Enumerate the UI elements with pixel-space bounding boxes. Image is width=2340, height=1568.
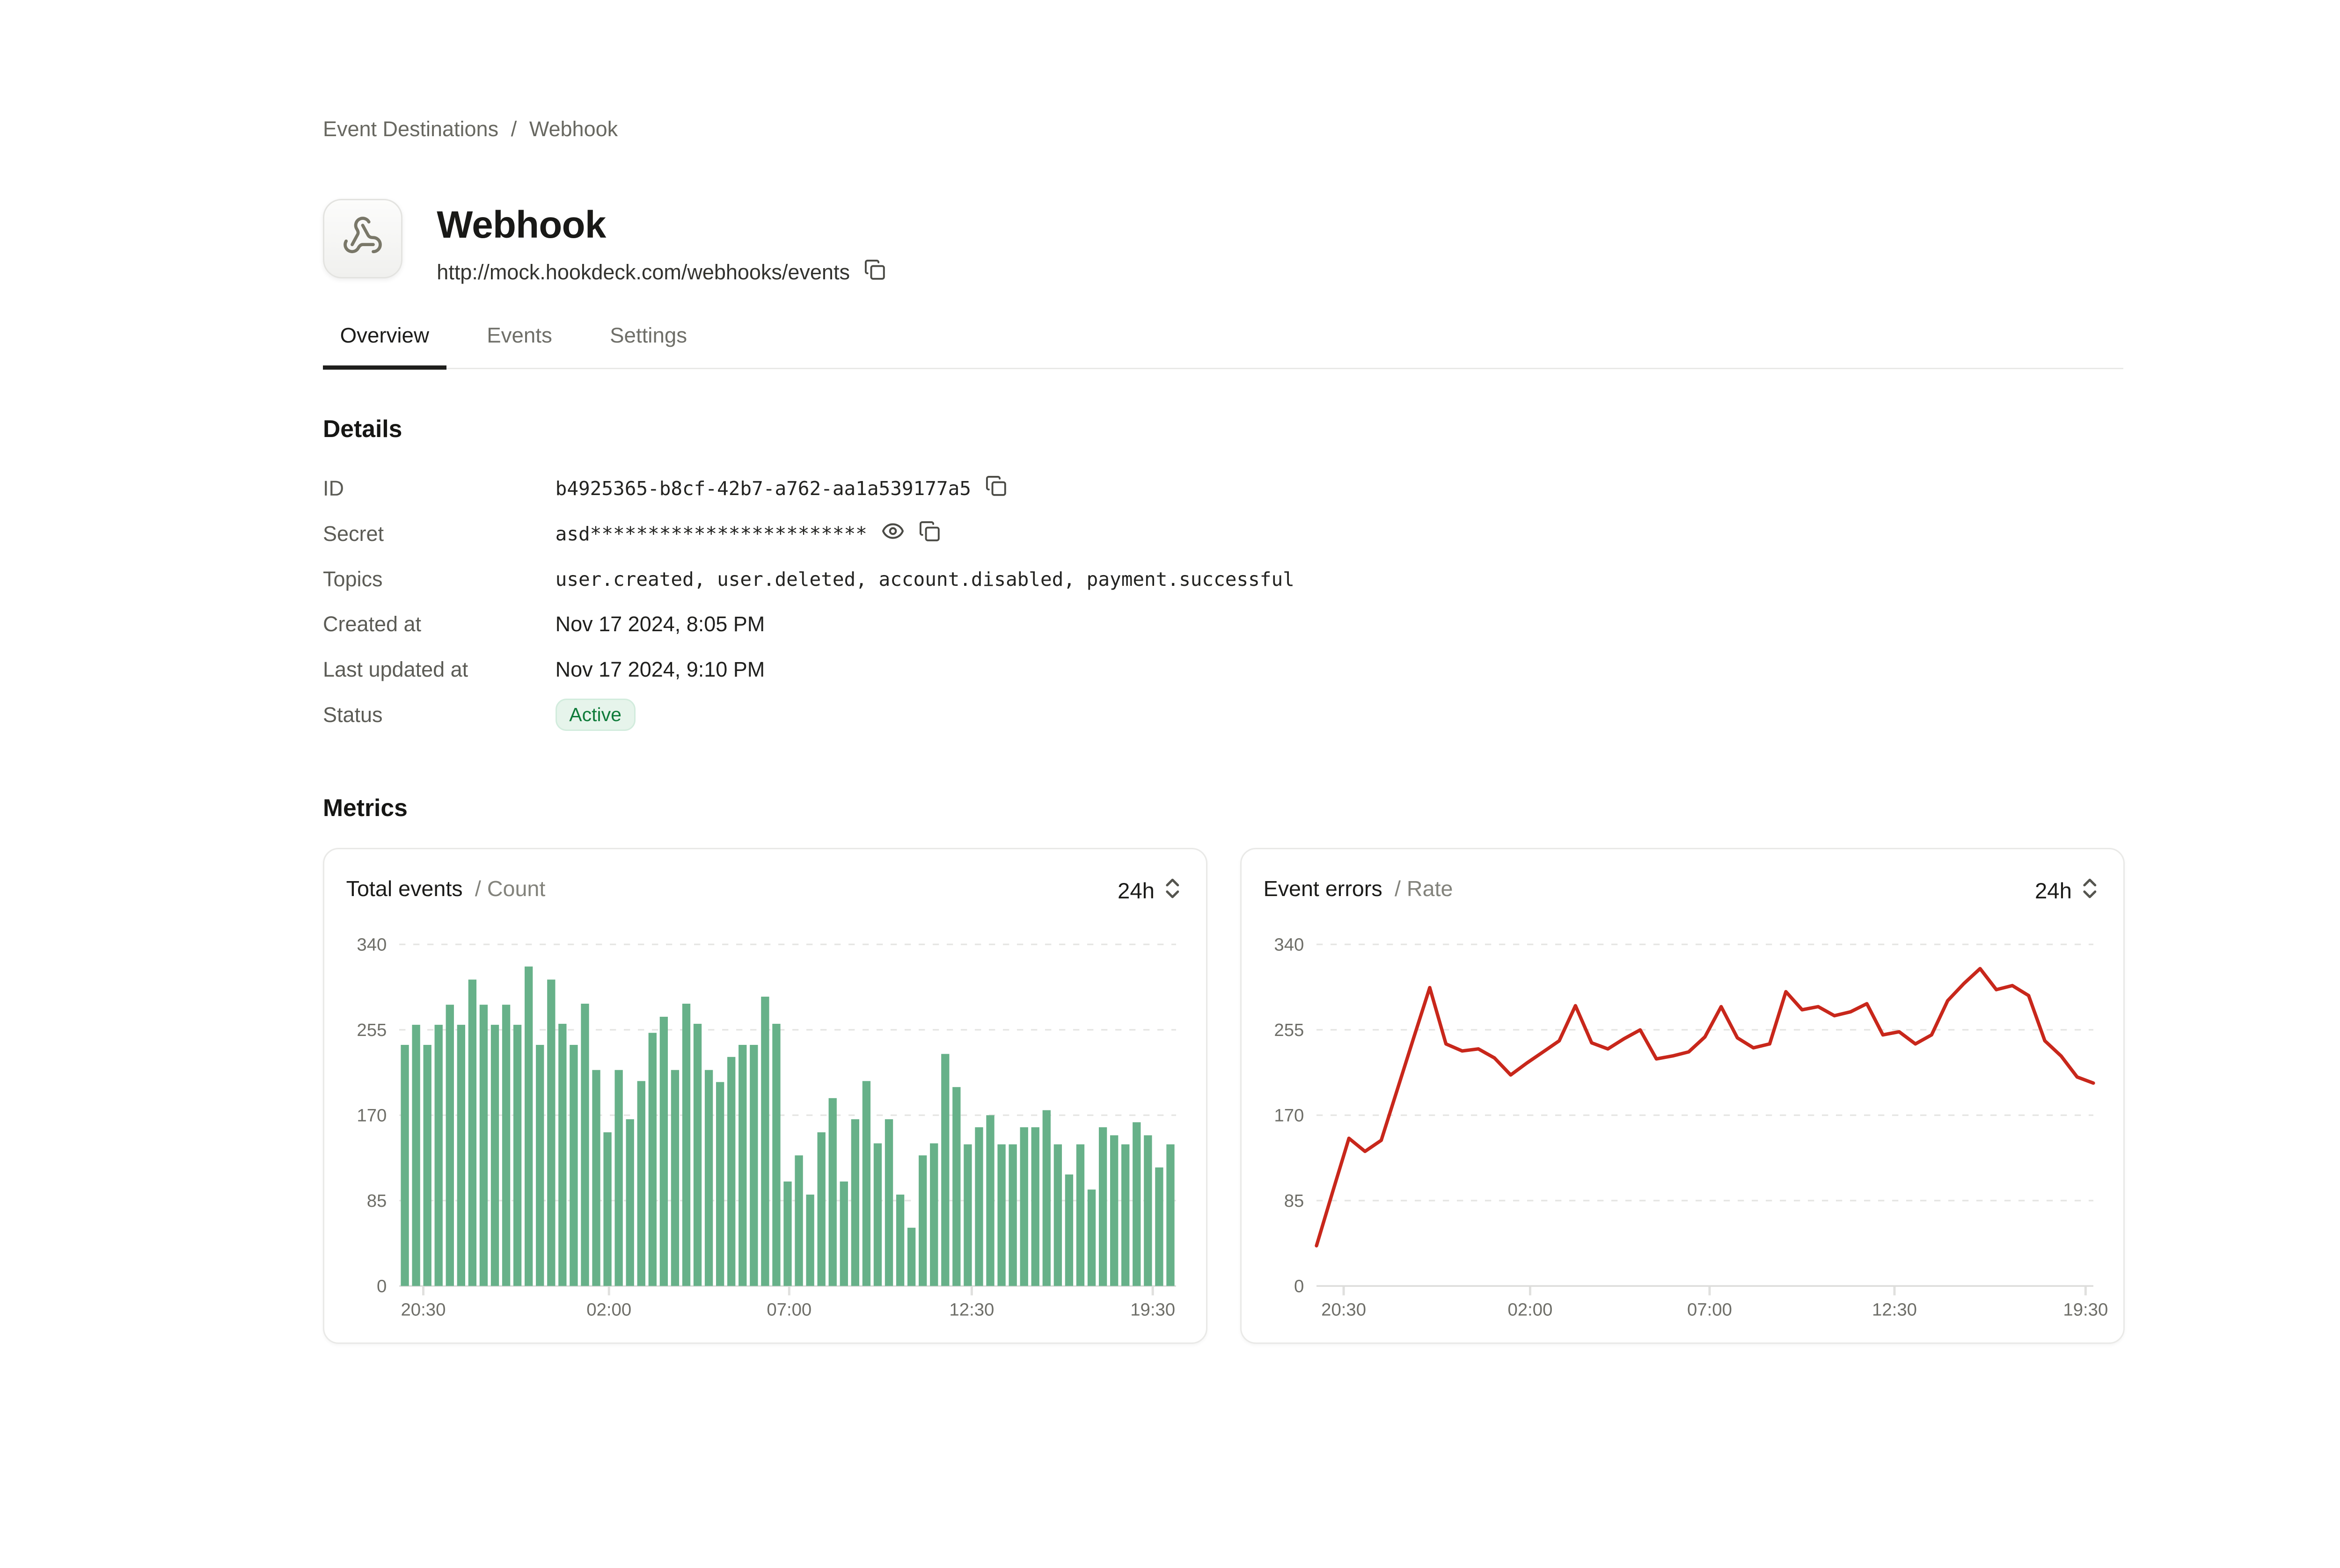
main-content: Event Destinations / Webhook Webhook htt…: [322, 117, 2125, 1344]
header-text-block: Webhook http://mock.hookdeck.com/webhook…: [437, 199, 885, 286]
metrics-heading: Metrics: [322, 794, 408, 821]
webhook-secret-value: asd************************: [555, 522, 867, 545]
detail-label: Created at: [322, 612, 422, 636]
chart-subtitle: / Count: [475, 876, 546, 901]
page-header: Webhook http://mock.hookdeck.com/webhook…: [322, 199, 2125, 286]
detail-row-status: Status Active: [323, 692, 2125, 737]
svg-text:12:30: 12:30: [1872, 1300, 1917, 1320]
webhook-icon-tile: [322, 199, 402, 279]
svg-text:340: 340: [1274, 935, 1304, 955]
svg-text:02:00: 02:00: [586, 1300, 631, 1320]
webhook-id-value: b4925365-b8cf-42b7-a762-aa1a539177a5: [555, 477, 971, 500]
chevron-up-down-icon: [2081, 876, 2099, 906]
webhook-url: http://mock.hookdeck.com/webhooks/events: [437, 260, 850, 284]
copy-url-button[interactable]: [864, 259, 886, 286]
breadcrumb: Event Destinations / Webhook: [323, 117, 2125, 141]
chart-title: Event errors: [1263, 876, 1382, 901]
svg-text:170: 170: [357, 1106, 387, 1126]
details-section: Details ID b4925365-b8cf-42b7-a762-aa1a5…: [323, 415, 2125, 737]
svg-text:19:30: 19:30: [2063, 1300, 2108, 1320]
copy-icon: [864, 259, 886, 286]
range-selector[interactable]: 24h: [1118, 876, 1181, 906]
svg-text:255: 255: [1274, 1021, 1304, 1041]
total-events-card: Total events / Count 24h 340 2: [322, 848, 1207, 1344]
svg-text:20:30: 20:30: [401, 1300, 446, 1320]
tab-overview[interactable]: Overview: [322, 323, 446, 369]
detail-row-last-updated: Last updated at Nov 17 2024, 9:10 PM: [323, 647, 2125, 693]
webhook-icon: [342, 215, 384, 263]
topics-value: user.created, user.deleted, account.disa…: [555, 568, 1294, 591]
breadcrumb-item-event-destinations[interactable]: Event Destinations: [322, 117, 499, 141]
svg-text:20:30: 20:30: [1321, 1300, 1366, 1320]
svg-text:85: 85: [367, 1191, 387, 1211]
breadcrumb-separator: /: [511, 117, 517, 141]
details-rows: ID b4925365-b8cf-42b7-a762-aa1a539177a5: [323, 466, 2125, 737]
copy-icon: [985, 475, 1007, 502]
chart-title-row: Event errors / Rate: [1264, 876, 1453, 901]
copy-id-button[interactable]: [985, 475, 1007, 502]
metrics-section: Metrics Total events / Count 24h: [322, 794, 2125, 1344]
chevron-up-down-icon: [1164, 876, 1181, 906]
event-errors-card: Event errors / Rate 24h 340 25: [1240, 848, 2125, 1344]
last-updated-value: Nov 17 2024, 9:10 PM: [555, 657, 765, 681]
detail-label: Secret: [322, 521, 384, 546]
webhook-url-row: http://mock.hookdeck.com/webhooks/events: [437, 259, 885, 286]
breadcrumb-item-webhook: Webhook: [529, 117, 618, 141]
svg-text:85: 85: [1284, 1191, 1304, 1211]
page-title: Webhook: [437, 203, 606, 246]
detail-label: Last updated at: [322, 657, 468, 681]
eye-icon: [881, 519, 905, 548]
detail-row-secret: Secret asd************************: [323, 511, 2125, 557]
detail-row-id: ID b4925365-b8cf-42b7-a762-aa1a539177a5: [323, 466, 2125, 511]
copy-icon: [919, 520, 941, 547]
created-at-value: Nov 17 2024, 8:05 PM: [555, 612, 765, 636]
reveal-secret-button[interactable]: [881, 519, 905, 548]
svg-text:170: 170: [1274, 1106, 1304, 1126]
detail-row-topics: Topics user.created, user.deleted, accou…: [323, 556, 2125, 602]
svg-text:07:00: 07:00: [1687, 1300, 1732, 1320]
chart-subtitle: / Rate: [1395, 876, 1453, 901]
tab-bar: Overview Events Settings: [322, 323, 2123, 370]
svg-text:0: 0: [377, 1276, 387, 1297]
detail-label: ID: [322, 476, 344, 501]
metrics-cards: Total events / Count 24h 340 2: [322, 848, 2125, 1344]
svg-text:0: 0: [1294, 1276, 1304, 1297]
tab-events[interactable]: Events: [470, 323, 570, 368]
tab-settings[interactable]: Settings: [592, 323, 704, 368]
svg-text:255: 255: [357, 1021, 387, 1041]
detail-label: Status: [322, 702, 383, 727]
svg-text:12:30: 12:30: [949, 1300, 994, 1320]
svg-text:02:00: 02:00: [1507, 1300, 1552, 1320]
chart-title: Total events: [346, 876, 463, 901]
svg-text:19:30: 19:30: [1130, 1300, 1175, 1320]
svg-text:340: 340: [357, 935, 387, 955]
range-selector[interactable]: 24h: [2035, 876, 2099, 906]
svg-text:07:00: 07:00: [767, 1300, 812, 1320]
detail-row-created-at: Created at Nov 17 2024, 8:05 PM: [323, 602, 2125, 647]
event-errors-line-chart: 340 255 170 85 0 20:30 02:00 07:00 12:30 19:30: [1274, 935, 2108, 1320]
detail-label: Topics: [322, 567, 383, 591]
chart-title-row: Total events / Count: [346, 876, 546, 901]
details-heading: Details: [322, 415, 402, 442]
copy-secret-button[interactable]: [919, 520, 941, 547]
status-badge: Active: [555, 698, 636, 731]
total-events-bar-chart: 340 255 170 85 0 20:30 02:00 07:00 12:30 19:30: [357, 935, 1176, 1320]
